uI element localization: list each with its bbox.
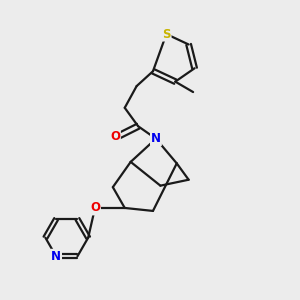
Text: O: O	[90, 202, 100, 214]
Text: N: N	[51, 250, 61, 263]
Text: O: O	[110, 130, 120, 143]
Text: S: S	[162, 28, 171, 40]
Text: N: N	[151, 132, 161, 145]
